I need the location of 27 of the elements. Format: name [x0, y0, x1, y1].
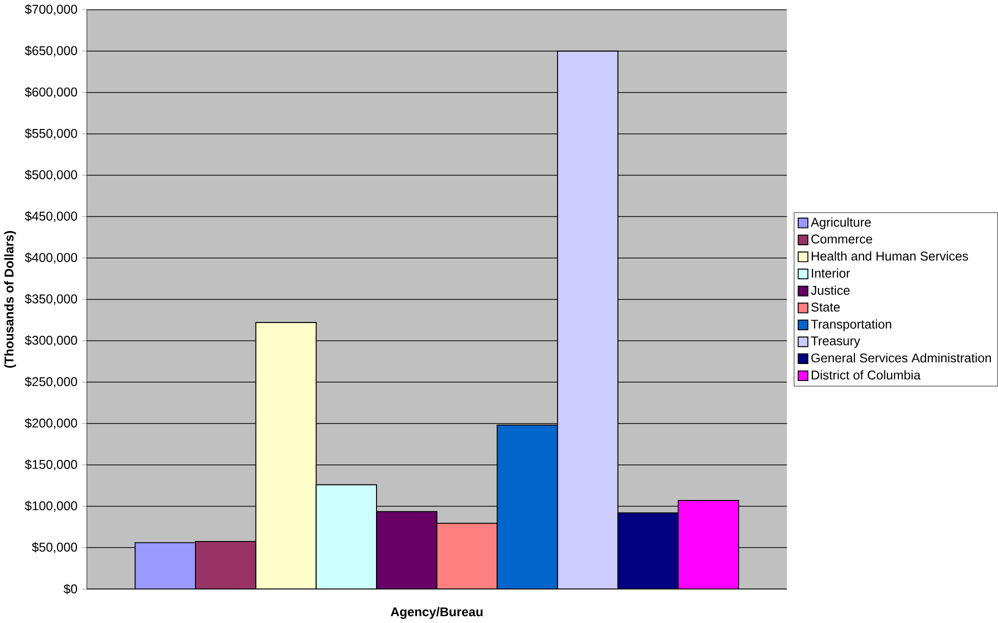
y-axis-title: (Thousands of Dollars) — [4, 230, 16, 368]
y-tick-label: $300,000 — [24, 335, 78, 346]
legend-label: State — [811, 302, 840, 312]
y-tick-label: $100,000 — [24, 500, 78, 512]
y-tick-label: $0 — [64, 584, 78, 594]
legend-label: General Services Administration — [811, 353, 991, 362]
y-tick-label: $500,000 — [24, 170, 78, 181]
y-tick-label: $250,000 — [24, 376, 78, 388]
legend-label: Interior — [812, 268, 850, 278]
legend-label: Transportation — [811, 319, 892, 332]
y-tick-label: $150,000 — [24, 459, 78, 470]
legend-label: Commerce — [811, 234, 872, 244]
y-tick-label: $350,000 — [24, 294, 78, 305]
y-tick-label: $450,000 — [24, 211, 78, 222]
y-tick-label: $400,000 — [24, 252, 78, 264]
y-tick-label: $550,000 — [24, 128, 78, 140]
legend-label: Justice — [810, 285, 850, 295]
y-tick-label: $50,000 — [32, 542, 78, 554]
x-axis-title: Agency/Bureau — [390, 606, 483, 619]
y-tick-label: $650,000 — [24, 46, 78, 57]
legend-label: District of Columbia — [812, 370, 921, 380]
legend-label: Agriculture — [810, 217, 871, 230]
y-tick-label: $200,000 — [24, 418, 78, 429]
legend-label: Treasury — [811, 336, 860, 348]
y-tick-label: $700,000 — [24, 4, 78, 16]
legend-label: Health and Human Services — [812, 251, 968, 261]
y-tick-label: $600,000 — [24, 86, 78, 98]
